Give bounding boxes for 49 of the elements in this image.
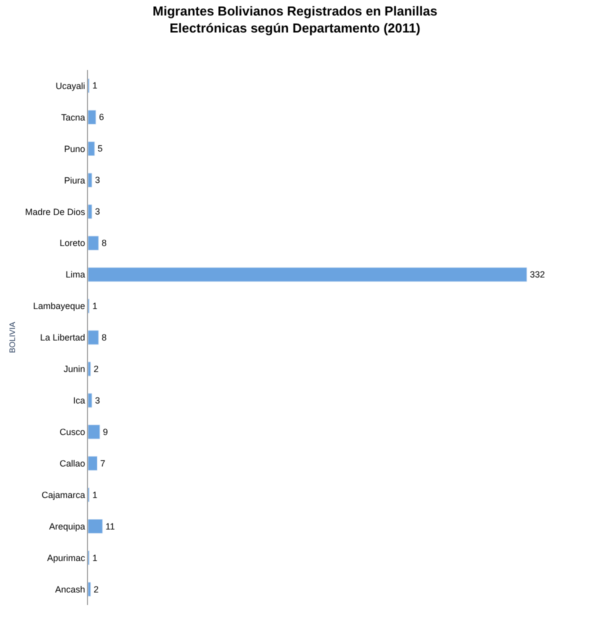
data-label: 1 [92,301,98,312]
y-tick-label: Lima [66,270,86,280]
bar [88,267,528,282]
data-label: 2 [94,584,99,594]
y-tick-label: Arequipa [49,521,86,532]
y-tick-label: Piura [64,175,86,186]
y-tick-label: Ica [73,396,86,406]
data-label: 2 [94,364,99,374]
data-label: 1 [92,490,98,500]
y-tick-label: Ucayali [56,80,86,91]
data-label: 1 [92,552,98,563]
bar [88,456,98,471]
bar [88,424,100,440]
y-tick-label: Ancash [55,584,86,594]
y-tick-label: Lambayeque [33,301,86,312]
data-label: 6 [98,112,104,122]
chart-title: Migrantes Bolivianos Registrados en Planillas Electrónicas según Departamento (2011) [152,4,438,36]
data-label: 8 [102,332,107,342]
y-axis-title: BOLIVIA [8,321,17,354]
y-tick-label: La Libertad [40,332,86,343]
y-tick-label: Puno [64,144,86,154]
y-tick-label: Cusco [60,427,86,438]
bar [88,362,91,376]
data-label: 332 [530,270,545,280]
data-label: 8 [102,238,107,248]
data-label: 9 [102,426,108,437]
y-tick-label: Apurimac [47,552,86,563]
y-tick-label: Madre De Dios [25,206,86,217]
y-tick-label: Tacna [61,112,86,122]
data-label: 11 [106,521,115,532]
bar [88,204,92,219]
data-label: 5 [98,144,103,154]
bar [88,518,103,534]
bar [88,330,99,345]
bar [88,236,99,250]
y-tick-label: Loreto [60,238,86,248]
y-tick-label: Cajamarca [42,490,86,500]
data-label: 1 [92,80,98,91]
bar [88,393,92,408]
data-label: 3 [94,395,100,406]
data-label: 7 [100,458,106,468]
data-label: 3 [94,206,100,217]
bar [88,172,92,188]
bar [88,582,91,597]
y-tick-label: Junin [64,364,86,374]
bar [88,110,96,125]
y-tick-label: Callao [60,458,86,469]
bar [88,141,95,156]
data-label: 3 [94,175,100,186]
